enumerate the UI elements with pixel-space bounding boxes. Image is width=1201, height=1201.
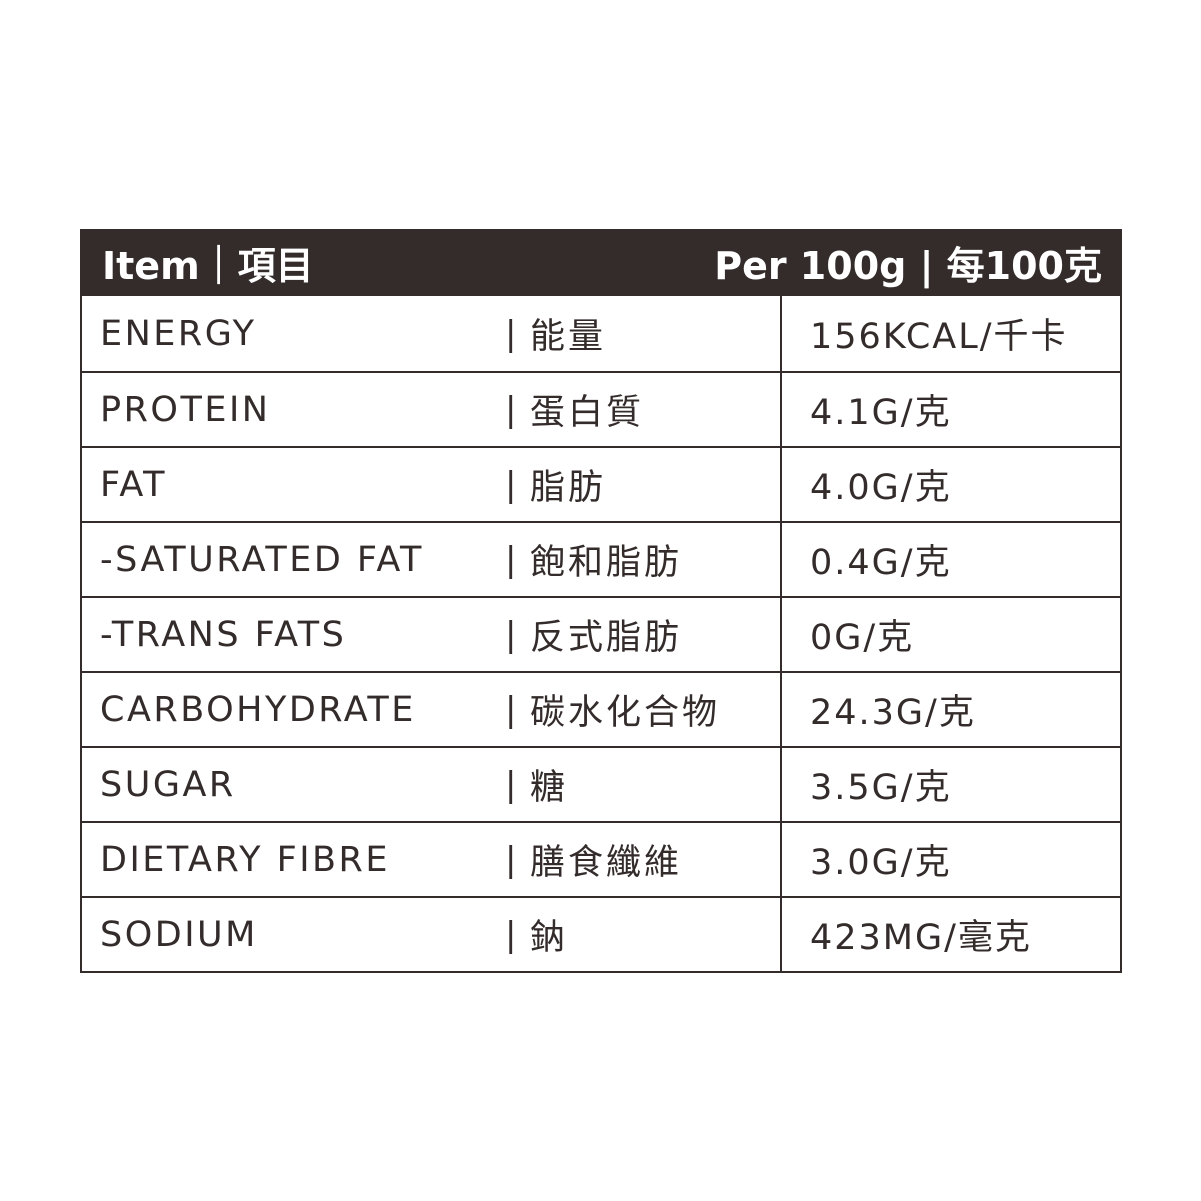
nutrient-name-en: CARBOHYDRATE xyxy=(100,689,416,730)
nutrient-name-en: -SATURATED FAT xyxy=(100,539,424,580)
nutrient-value: 423MG/毫克 xyxy=(780,898,1120,971)
nutrient-value: 0.4G/克 xyxy=(780,523,1120,596)
nutrient-value: 4.1G/克 xyxy=(780,373,1120,446)
separator: | xyxy=(505,614,517,655)
separator: | xyxy=(505,839,517,880)
separator: | xyxy=(505,914,517,955)
table-row: PROTEIN | 蛋白質 4.1G/克 xyxy=(82,371,1120,446)
separator: | xyxy=(505,464,517,505)
table-row: -TRANS FATS | 反式脂肪 0G/克 xyxy=(82,596,1120,671)
separator: | xyxy=(505,764,517,805)
separator: | xyxy=(505,313,517,354)
nutrient-name-zh: 蛋白質 xyxy=(530,393,645,433)
table-row: ENERGY | 能量 156KCAL/千卡 xyxy=(82,296,1120,371)
nutrient-value: 0G/克 xyxy=(780,598,1120,671)
table-row: SUGAR | 糖 3.5G/克 xyxy=(82,746,1120,821)
nutrient-name-zh: 碳水化合物 xyxy=(530,693,721,733)
header-item: Item｜項目 xyxy=(102,244,314,288)
separator: | xyxy=(505,689,517,730)
nutrient-name-en: FAT xyxy=(100,464,168,505)
nutrient-name-zh: 糖 xyxy=(530,768,569,808)
table-row: CARBOHYDRATE | 碳水化合物 24.3G/克 xyxy=(82,671,1120,746)
separator: | xyxy=(505,389,517,430)
nutrient-name-zh: 脂肪 xyxy=(530,468,607,508)
separator: | xyxy=(505,539,517,580)
nutrient-value: 3.5G/克 xyxy=(780,748,1120,821)
nutrient-name-zh: 反式脂肪 xyxy=(530,618,683,658)
nutrient-name-zh: 飽和脂肪 xyxy=(530,543,683,583)
nutrient-name-zh: 能量 xyxy=(530,317,607,357)
nutrient-name-en: -TRANS FATS xyxy=(100,614,347,655)
table-row: DIETARY FIBRE | 膳食纖維 3.0G/克 xyxy=(82,821,1120,896)
nutrient-name-en: PROTEIN xyxy=(100,389,271,430)
nutrient-value: 4.0G/克 xyxy=(780,448,1120,521)
table-row: FAT | 脂肪 4.0G/克 xyxy=(82,446,1120,521)
nutrient-value: 24.3G/克 xyxy=(780,673,1120,746)
table-row: -SATURATED FAT | 飽和脂肪 0.4G/克 xyxy=(82,521,1120,596)
nutrient-name-en: ENERGY xyxy=(100,313,257,354)
header-per-100g: Per 100g | 每100克 xyxy=(714,244,1102,288)
nutrient-name-en: SUGAR xyxy=(100,764,236,805)
table-header: Item｜項目 Per 100g | 每100克 xyxy=(82,229,1120,296)
nutrient-name-en: DIETARY FIBRE xyxy=(100,839,390,880)
nutrient-value: 156KCAL/千卡 xyxy=(780,296,1120,371)
nutrition-table: Item｜項目 Per 100g | 每100克 ENERGY | 能量 156KCA… xyxy=(80,229,1122,973)
nutrient-value: 3.0G/克 xyxy=(780,823,1120,896)
nutrient-name-zh: 膳食纖維 xyxy=(530,843,683,883)
nutrient-name-en: SODIUM xyxy=(100,914,258,955)
table-row: SODIUM | 鈉 423MG/毫克 xyxy=(82,896,1120,971)
nutrient-name-zh: 鈉 xyxy=(530,918,569,958)
